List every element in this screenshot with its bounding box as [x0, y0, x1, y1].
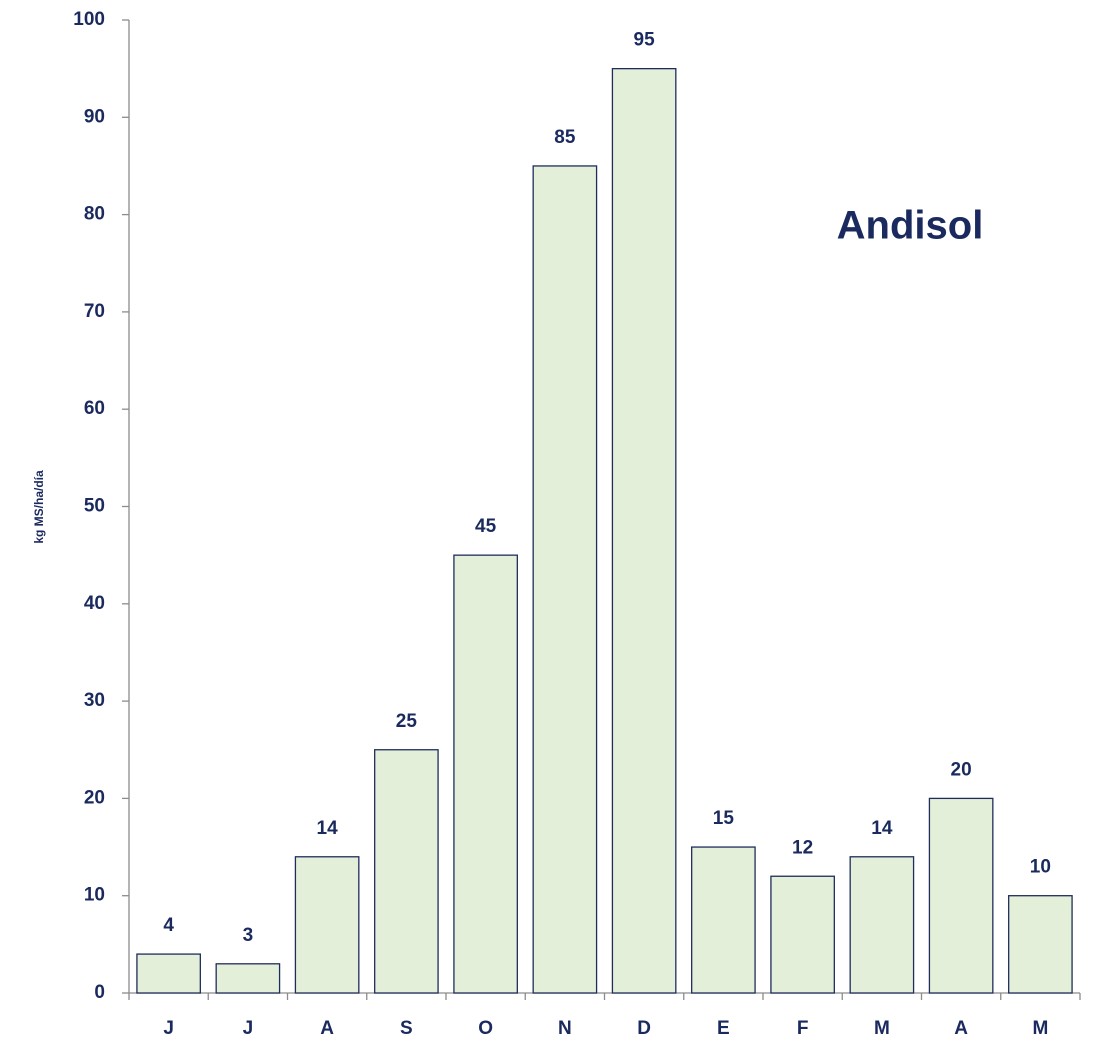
x-tick-label: F — [797, 1018, 809, 1039]
y-tick-label: 100 — [73, 9, 105, 30]
y-tick-label: 60 — [84, 398, 105, 419]
bar — [770, 875, 835, 994]
bar — [215, 963, 281, 994]
x-tick-label: J — [243, 1018, 254, 1039]
y-tick-label: 70 — [84, 301, 105, 322]
y-tick-label: 30 — [84, 690, 105, 711]
y-tick-label: 50 — [84, 496, 105, 517]
bar — [691, 846, 756, 994]
data-label: 20 — [951, 759, 972, 780]
bar — [374, 749, 439, 994]
bar — [532, 165, 598, 994]
y-tick-label: 0 — [94, 982, 105, 1003]
data-label: 15 — [713, 808, 735, 829]
data-label: 3 — [243, 925, 254, 946]
x-tick-label: A — [320, 1018, 334, 1039]
data-label: 14 — [871, 818, 893, 839]
y-tick-label: 10 — [84, 885, 105, 906]
y-tick-label: 20 — [84, 787, 105, 808]
chart-title: Andisol — [837, 204, 984, 248]
x-tick-label: M — [874, 1018, 890, 1039]
bar — [294, 856, 360, 994]
y-tick-label: 80 — [84, 204, 105, 225]
x-tick-label: M — [1032, 1018, 1048, 1039]
x-tick-label: J — [163, 1018, 174, 1039]
data-label: 45 — [475, 516, 497, 537]
y-axis-label: kg MS/ha/día — [32, 470, 46, 544]
data-label: 95 — [634, 30, 656, 51]
data-label: 10 — [1030, 857, 1051, 878]
data-label: 85 — [554, 127, 576, 148]
x-tick-label: S — [400, 1018, 413, 1039]
data-label: 14 — [317, 818, 339, 839]
y-tick-label: 90 — [84, 106, 105, 127]
data-label: 12 — [792, 837, 813, 858]
x-tick-label: E — [717, 1018, 730, 1039]
x-tick-label: A — [954, 1018, 968, 1039]
x-tick-label: O — [478, 1018, 493, 1039]
bar — [611, 68, 677, 994]
bar — [136, 953, 201, 994]
x-tick-label: N — [558, 1018, 572, 1039]
bar — [849, 856, 915, 994]
x-tick-label: D — [637, 1018, 651, 1039]
data-label: 25 — [396, 711, 418, 732]
bar — [928, 797, 994, 994]
y-tick-label: 40 — [84, 593, 105, 614]
bar — [1008, 895, 1073, 994]
bar — [453, 554, 518, 994]
data-label: 4 — [163, 915, 174, 936]
